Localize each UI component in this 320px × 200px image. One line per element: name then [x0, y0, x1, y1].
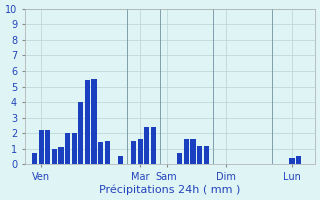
Bar: [45, 130, 51, 164]
Bar: [151, 127, 156, 164]
Bar: [72, 133, 77, 164]
X-axis label: Précipitations 24h ( mm ): Précipitations 24h ( mm ): [99, 185, 241, 195]
Bar: [65, 133, 70, 164]
Bar: [98, 142, 103, 164]
Bar: [59, 147, 64, 164]
Bar: [131, 141, 136, 164]
Bar: [39, 130, 44, 164]
Bar: [92, 79, 97, 164]
Bar: [138, 139, 143, 164]
Bar: [204, 146, 209, 164]
Bar: [78, 102, 84, 164]
Bar: [190, 139, 196, 164]
Bar: [197, 146, 202, 164]
Bar: [144, 127, 149, 164]
Bar: [32, 153, 37, 164]
Bar: [52, 149, 57, 164]
Bar: [105, 141, 110, 164]
Bar: [296, 156, 301, 164]
Bar: [177, 153, 182, 164]
Bar: [289, 158, 295, 164]
Bar: [184, 139, 189, 164]
Bar: [118, 156, 123, 164]
Bar: [85, 80, 90, 164]
